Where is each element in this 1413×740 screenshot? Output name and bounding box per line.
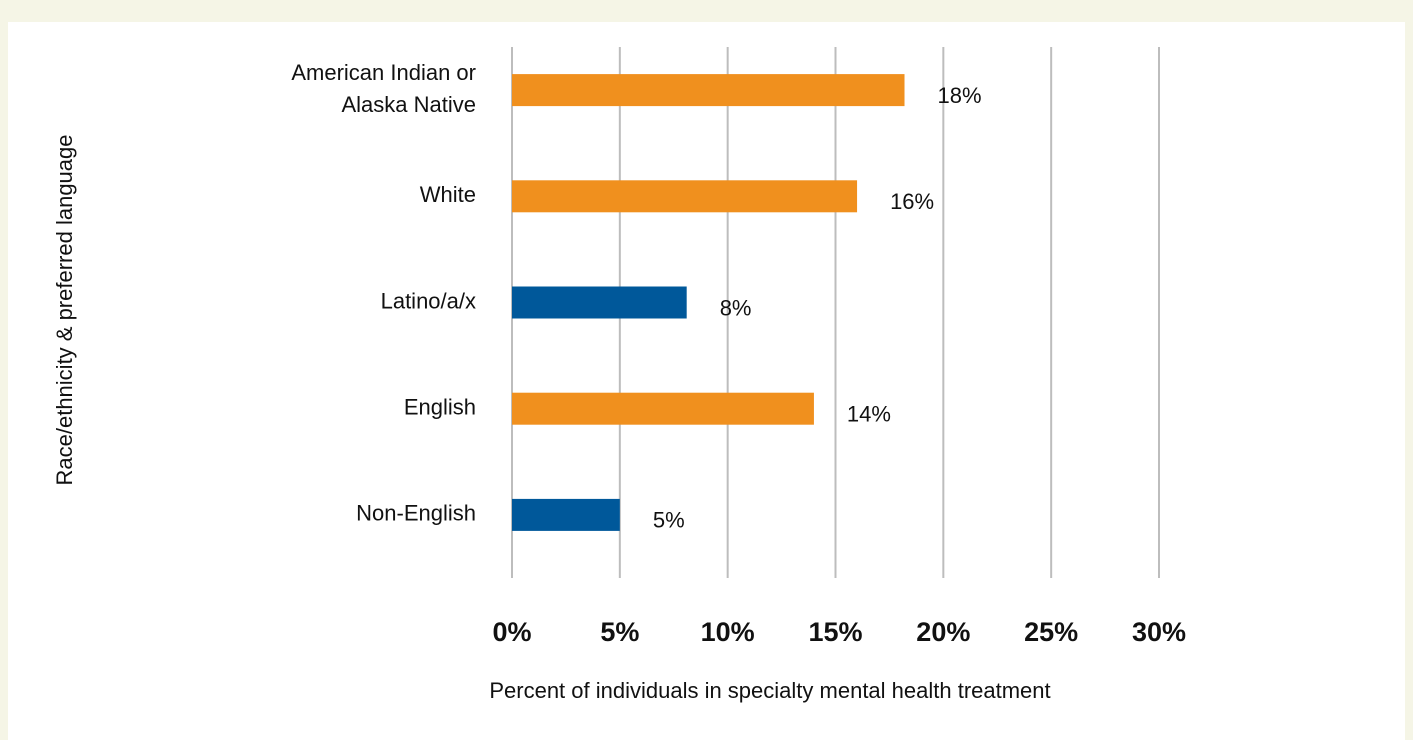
x-tick-label: 0% [492,617,531,647]
data-label: 8% [720,295,752,320]
x-tick-label: 15% [808,617,862,647]
y-tick-label: White [420,182,476,207]
y-tick-label: Latino/a/x [381,288,476,313]
bar [512,286,687,319]
x-tick-label: 20% [916,617,970,647]
bar [512,74,905,107]
y-tick-label: American Indian or Alaska Native [291,60,476,117]
bar [512,180,858,213]
y-tick-label: English [404,395,476,420]
data-label: 14% [847,402,891,427]
y-tick-label: Non-English [356,501,476,526]
data-label: 5% [653,508,685,533]
x-axis-title: Percent of individuals in specialty ment… [489,678,1050,703]
data-label: 18% [938,83,982,108]
bar [512,498,620,531]
x-tick-label: 5% [600,617,639,647]
data-label: 16% [890,189,934,214]
x-tick-label: 10% [701,617,755,647]
plot-background [8,22,1405,740]
x-tick-label: 30% [1132,617,1186,647]
bar [512,392,814,425]
y-axis-title: Race/ethnicity & preferred language [52,135,77,486]
x-tick-label: 25% [1024,617,1078,647]
